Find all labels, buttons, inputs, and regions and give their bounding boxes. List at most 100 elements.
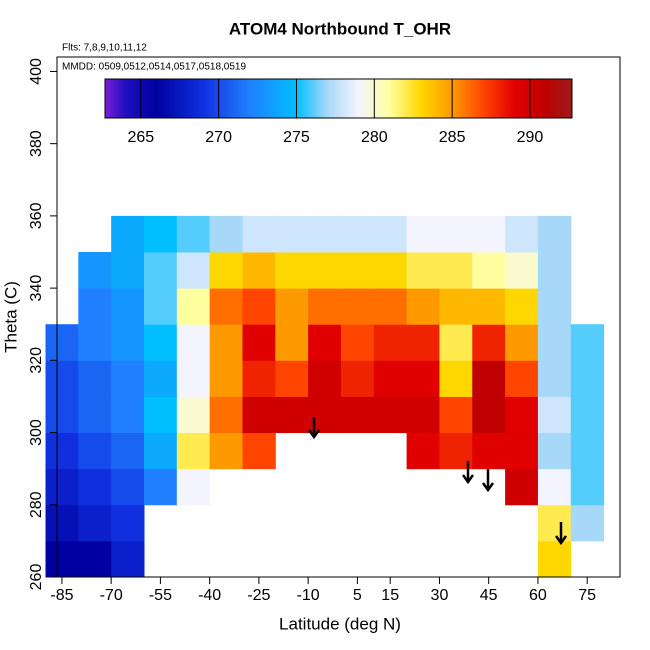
heat-cell bbox=[308, 215, 342, 253]
heat-cell bbox=[78, 432, 112, 470]
heat-cell bbox=[176, 396, 211, 434]
heat-cell bbox=[176, 360, 211, 397]
heat-cell bbox=[209, 360, 243, 397]
heat-cell bbox=[78, 396, 112, 434]
heat-cell bbox=[373, 215, 408, 253]
arrow bbox=[481, 469, 495, 493]
heat-cell bbox=[111, 468, 145, 506]
heat-cell bbox=[505, 468, 539, 506]
colorbar-tick-label: 280 bbox=[361, 129, 388, 146]
heat-cell bbox=[406, 432, 440, 470]
heat-cell bbox=[78, 324, 112, 361]
heat-cell bbox=[373, 396, 408, 434]
y-tick-label: 360 bbox=[28, 202, 45, 229]
heat-cell bbox=[570, 432, 605, 470]
heat-cell bbox=[472, 252, 506, 289]
heat-cell bbox=[242, 288, 276, 325]
heat-cell bbox=[111, 324, 145, 361]
x-tick-label: 30 bbox=[431, 587, 449, 604]
heat-cell bbox=[209, 396, 243, 434]
chart-title: ATOM4 Northbound T_OHR bbox=[229, 19, 451, 38]
x-tick-label: 45 bbox=[480, 587, 498, 604]
heat-cell bbox=[570, 324, 605, 361]
heat-cell bbox=[340, 288, 375, 325]
colorbar-tick-label: 285 bbox=[439, 129, 466, 146]
heat-cell bbox=[505, 215, 539, 253]
heat-cell bbox=[340, 215, 375, 253]
y-tick-label: 280 bbox=[28, 491, 45, 518]
heat-cell bbox=[439, 360, 473, 397]
heat-cell bbox=[308, 252, 342, 289]
heat-cell bbox=[143, 252, 178, 289]
heat-cell bbox=[439, 288, 473, 325]
heat-cell bbox=[537, 396, 572, 434]
heat-cell bbox=[111, 288, 145, 325]
heat-cell bbox=[472, 360, 506, 397]
heat-cell bbox=[45, 360, 79, 397]
heat-cell bbox=[537, 504, 572, 542]
heat-cell bbox=[45, 504, 79, 542]
heat-cell bbox=[537, 432, 572, 470]
heat-cell bbox=[472, 215, 506, 253]
heat-cell bbox=[373, 324, 408, 361]
heat-cell bbox=[111, 396, 145, 434]
heat-cell bbox=[45, 324, 79, 361]
heat-cell bbox=[176, 215, 211, 253]
arrow bbox=[461, 461, 475, 485]
heat-cell bbox=[242, 396, 276, 434]
heat-cell bbox=[143, 324, 178, 361]
heat-cell bbox=[472, 396, 506, 434]
heat-cell bbox=[570, 504, 605, 542]
y-tick-label: 400 bbox=[28, 58, 45, 85]
heat-cell bbox=[373, 360, 408, 397]
heat-cell bbox=[176, 252, 211, 289]
heat-cell bbox=[242, 215, 276, 253]
heat-cell bbox=[570, 396, 605, 434]
colorbar-tick-label: 290 bbox=[517, 129, 544, 146]
heat-cell bbox=[209, 252, 243, 289]
heat-cell bbox=[143, 468, 178, 506]
heat-cell bbox=[275, 396, 309, 434]
heat-cell bbox=[275, 252, 309, 289]
heat-cell bbox=[340, 396, 375, 434]
heat-cell bbox=[373, 252, 408, 289]
y-tick-label: 380 bbox=[28, 130, 45, 157]
heat-cell bbox=[406, 252, 440, 289]
annotation: MMDD: 0509,0512,0514,0517,0518,0519 bbox=[62, 62, 246, 73]
arrow bbox=[307, 417, 321, 440]
heat-cell bbox=[176, 324, 211, 361]
heat-cell bbox=[143, 288, 178, 325]
heat-cell bbox=[537, 360, 572, 397]
colorbar-tick-label: 275 bbox=[283, 129, 310, 146]
x-tick-label: 75 bbox=[578, 587, 596, 604]
heat-cell bbox=[537, 288, 572, 325]
heat-cell bbox=[537, 324, 572, 361]
plot-frame bbox=[56, 56, 621, 578]
heat-cell bbox=[406, 288, 440, 325]
heat-cell bbox=[209, 324, 243, 361]
heat-cell bbox=[78, 504, 112, 542]
heat-cell bbox=[209, 215, 243, 253]
heat-cell bbox=[242, 324, 276, 361]
heat-cell bbox=[143, 396, 178, 434]
heat-cell bbox=[472, 324, 506, 361]
heat-cell bbox=[111, 432, 145, 470]
x-tick-label: 60 bbox=[529, 587, 547, 604]
subtitle: Flts: 7,8,9,10,11,12 bbox=[62, 43, 147, 54]
heat-cell bbox=[176, 288, 211, 325]
x-tick-label: -70 bbox=[100, 587, 123, 604]
heat-cell bbox=[45, 432, 79, 470]
heat-cell bbox=[143, 215, 178, 253]
heat-cell bbox=[242, 252, 276, 289]
heat-cell bbox=[537, 252, 572, 289]
heat-cell bbox=[308, 324, 342, 361]
colorbar-tick-label: 265 bbox=[127, 129, 154, 146]
heat-cell bbox=[308, 360, 342, 397]
heat-cell bbox=[209, 288, 243, 325]
heat-cell bbox=[45, 540, 79, 578]
heat-cell bbox=[209, 432, 243, 470]
heat-cell bbox=[472, 432, 506, 470]
heat-cell bbox=[111, 215, 145, 253]
